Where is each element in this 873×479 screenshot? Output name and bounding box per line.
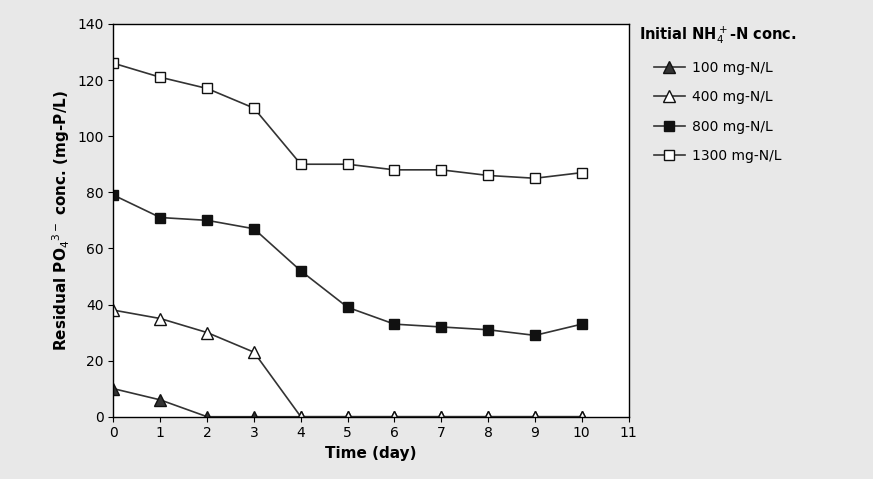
1300 mg-N/L (249, 105, 259, 111)
800 mg-N/L (249, 226, 259, 232)
Line: 800 mg-N/L: 800 mg-N/L (108, 190, 587, 340)
400 mg-N/L (249, 349, 259, 355)
100 mg-N/L (296, 414, 306, 420)
1300 mg-N/L (342, 161, 353, 167)
800 mg-N/L (202, 217, 212, 223)
X-axis label: Time (day): Time (day) (326, 446, 416, 461)
1300 mg-N/L (202, 86, 212, 91)
1300 mg-N/L (389, 167, 400, 173)
400 mg-N/L (108, 307, 119, 313)
100 mg-N/L (342, 414, 353, 420)
100 mg-N/L (436, 414, 446, 420)
1300 mg-N/L (483, 172, 493, 178)
1300 mg-N/L (530, 175, 540, 181)
800 mg-N/L (342, 305, 353, 310)
800 mg-N/L (576, 321, 587, 327)
1300 mg-N/L (155, 74, 166, 80)
800 mg-N/L (389, 321, 400, 327)
400 mg-N/L (342, 414, 353, 420)
800 mg-N/L (108, 192, 119, 198)
800 mg-N/L (296, 268, 306, 274)
800 mg-N/L (530, 332, 540, 338)
100 mg-N/L (202, 414, 212, 420)
100 mg-N/L (108, 386, 119, 391)
100 mg-N/L (483, 414, 493, 420)
100 mg-N/L (530, 414, 540, 420)
Line: 400 mg-N/L: 400 mg-N/L (108, 305, 588, 422)
Y-axis label: Residual PO$_4$$^{3-}$ conc. (mg-P/L): Residual PO$_4$$^{3-}$ conc. (mg-P/L) (50, 90, 72, 351)
400 mg-N/L (155, 316, 166, 321)
400 mg-N/L (530, 414, 540, 420)
1300 mg-N/L (576, 170, 587, 175)
1300 mg-N/L (296, 161, 306, 167)
400 mg-N/L (483, 414, 493, 420)
400 mg-N/L (202, 330, 212, 335)
800 mg-N/L (155, 215, 166, 220)
800 mg-N/L (436, 324, 446, 330)
Line: 100 mg-N/L: 100 mg-N/L (108, 383, 588, 422)
Line: 1300 mg-N/L: 1300 mg-N/L (108, 58, 587, 183)
Legend: 100 mg-N/L, 400 mg-N/L, 800 mg-N/L, 1300 mg-N/L: 100 mg-N/L, 400 mg-N/L, 800 mg-N/L, 1300… (639, 24, 796, 163)
100 mg-N/L (389, 414, 400, 420)
100 mg-N/L (576, 414, 587, 420)
1300 mg-N/L (436, 167, 446, 173)
100 mg-N/L (249, 414, 259, 420)
100 mg-N/L (155, 397, 166, 403)
400 mg-N/L (389, 414, 400, 420)
400 mg-N/L (576, 414, 587, 420)
1300 mg-N/L (108, 60, 119, 66)
800 mg-N/L (483, 327, 493, 332)
400 mg-N/L (296, 414, 306, 420)
400 mg-N/L (436, 414, 446, 420)
